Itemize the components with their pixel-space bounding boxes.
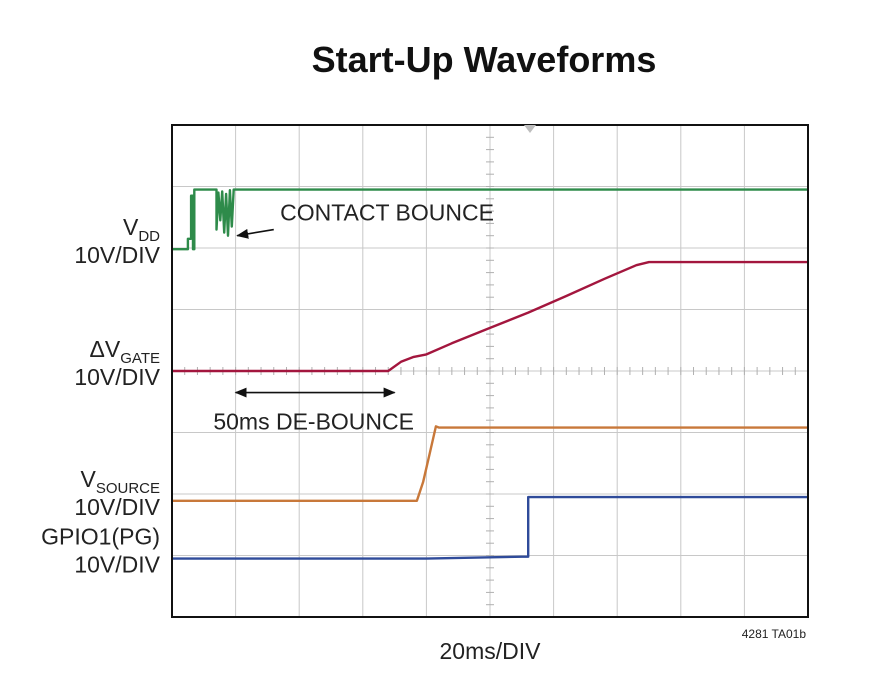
trace-scale-gpio1-pg: 10V/DIV (74, 552, 160, 578)
trace--vgate (172, 260, 808, 373)
trace-label-vdd: VDD (123, 214, 160, 245)
trace-labels: VDD10V/DIVΔVGATE10V/DIVVSOURCE10V/DIVGPI… (41, 214, 161, 577)
trace-label-main: GPIO1(PG) (41, 524, 160, 550)
plot-frame (171, 124, 809, 618)
trace-label-sub: GATE (120, 350, 160, 367)
trace-vsource (172, 425, 808, 502)
trace-label-vsource: VSOURCE (80, 466, 160, 497)
trace-scale-vsource: 10V/DIV (74, 494, 160, 520)
x-axis-label: 20ms/DIV (440, 638, 542, 664)
trace-gpio1-pg (172, 495, 808, 560)
plot-traces (172, 188, 808, 560)
annotations: CONTACT BOUNCE 50ms DE-BOUNCE (213, 199, 494, 434)
trace-scale-vdd: 10V/DIV (74, 242, 160, 268)
de-bounce-label: 50ms DE-BOUNCE (213, 408, 414, 434)
plot-grid (172, 125, 808, 617)
figure-code: 4281 TA01b (742, 627, 807, 641)
contact-bounce-arrow (236, 228, 274, 239)
chart-title: Start-Up Waveforms (312, 39, 657, 80)
trace-label-sub: DD (138, 228, 160, 245)
trigger-marker (524, 125, 536, 133)
trace-label-main: V (80, 466, 96, 492)
trace-label-gpio1-pg: GPIO1(PG) (41, 524, 160, 550)
contact-bounce-label: CONTACT BOUNCE (280, 199, 494, 225)
trace-label--vgate: ΔVGATE (90, 336, 160, 367)
trace-vdd (172, 188, 808, 251)
trace-label-sub: SOURCE (96, 480, 160, 497)
trace-label-main: ΔV (90, 336, 121, 362)
trace-label-main: V (123, 214, 139, 240)
trace-scale--vgate: 10V/DIV (74, 364, 160, 390)
